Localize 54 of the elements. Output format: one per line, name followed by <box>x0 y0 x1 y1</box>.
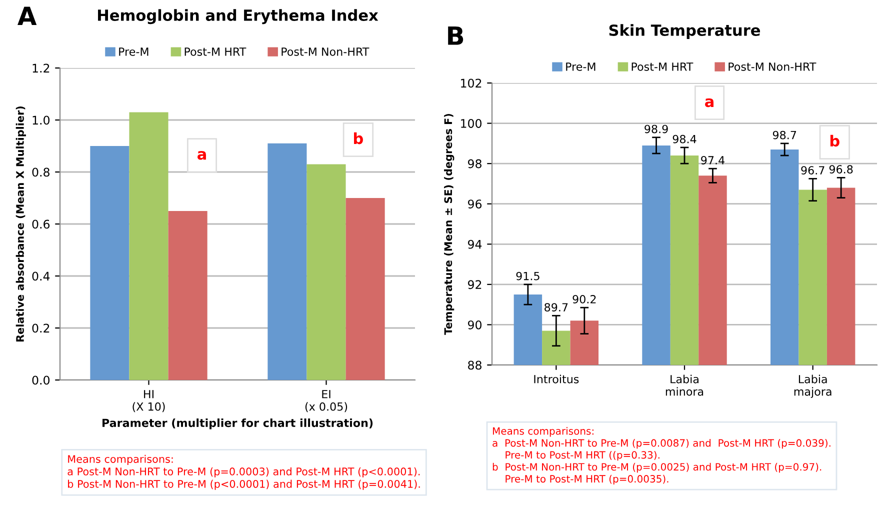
y-tick-label: 92 <box>468 280 482 290</box>
y-tick-label: 0.0 <box>32 376 50 385</box>
y-tick-label: 102 <box>461 78 482 88</box>
data-label: 91.5 <box>516 272 540 280</box>
legend-label: Post-M HRT <box>184 48 246 56</box>
text: B <box>448 26 464 45</box>
bar <box>346 198 385 380</box>
y-tick-label: 94 <box>468 240 482 249</box>
data-label: 90.2 <box>572 295 596 304</box>
data-label: 98.7 <box>772 130 796 140</box>
y-tick-label: 100 <box>461 119 482 128</box>
data-label: 97.4 <box>701 156 724 164</box>
y-tick-label: 0.6 <box>32 220 50 229</box>
y-tick-label: 0.2 <box>32 324 50 333</box>
data-label: 96.8 <box>829 165 853 174</box>
y-tick-label: 88 <box>468 360 482 370</box>
legend-label: Post-M Non-HRT <box>282 48 370 56</box>
x-tick-label: Introitus <box>534 374 579 384</box>
annotation: a <box>198 151 206 160</box>
bar <box>168 211 208 380</box>
bar <box>129 112 168 380</box>
legend-label: Post-M Non-HRT <box>728 62 816 71</box>
y-tick-label: 1.0 <box>32 116 50 125</box>
text: Means comparisons: a Post-M Non-HRT to Pre-M (p=0.0003) and Post-M HRT (p<0.0001). b Post-M Non-HRT to Pre-M (p<0.0001) and Post-M HRT (p=0.0041). <box>68 454 420 490</box>
data-label: 89.7 <box>544 303 568 312</box>
y-tick-label: 98 <box>468 159 482 168</box>
legend-label: Post-M HRT <box>632 62 694 71</box>
y-tick-label: 0.8 <box>32 168 50 177</box>
y-tick-label: 1.2 <box>32 64 50 72</box>
y-axis-title: Temperature (Mean ± SE) (degrees F) <box>444 114 454 335</box>
y-tick-label: 0.4 <box>32 272 50 281</box>
data-label: 98.9 <box>644 124 668 134</box>
x-tick-label: HI (X 10) <box>132 390 165 412</box>
text: Means comparisons: a Post-M Non-HRT to Pre-M (p=0.0087) and Post-M HRT (p=0.039). Pre-M to Post-M HRT ((p=0.33). b Post-M Non-HRT to Pre-M (p=0.0025) and Post-M HRT (p=0.97). Pre-M to Post-M HRT (p=0.0035). <box>492 427 830 485</box>
annotation: b <box>830 134 840 147</box>
data-label: 96.7 <box>801 166 824 175</box>
annotation: a <box>705 98 714 108</box>
x-tick-label: Labia majora <box>794 374 832 398</box>
x-axis-title: Parameter (multiplier for chart illustration) <box>102 418 373 430</box>
chart-title: Skin Temperature <box>609 24 760 39</box>
legend-label: Pre-M <box>566 62 596 71</box>
y-tick-label: 96 <box>468 200 482 209</box>
bar <box>306 164 346 380</box>
x-tick-label: Labia minora <box>666 374 704 396</box>
bar <box>90 146 130 380</box>
annotation: b <box>354 132 363 144</box>
data-label: 98.4 <box>672 134 696 144</box>
x-tick-label: EI (x 0.05) <box>305 390 348 412</box>
y-axis-title: Relative absorbance (Mean X Multiplier) <box>16 106 26 342</box>
text: A <box>18 6 37 25</box>
bar <box>268 143 307 380</box>
chart-title: Hemoglobin and Erythema Index <box>98 9 378 24</box>
y-tick-label: 90 <box>468 320 482 330</box>
legend-label: Pre-M <box>119 48 148 56</box>
